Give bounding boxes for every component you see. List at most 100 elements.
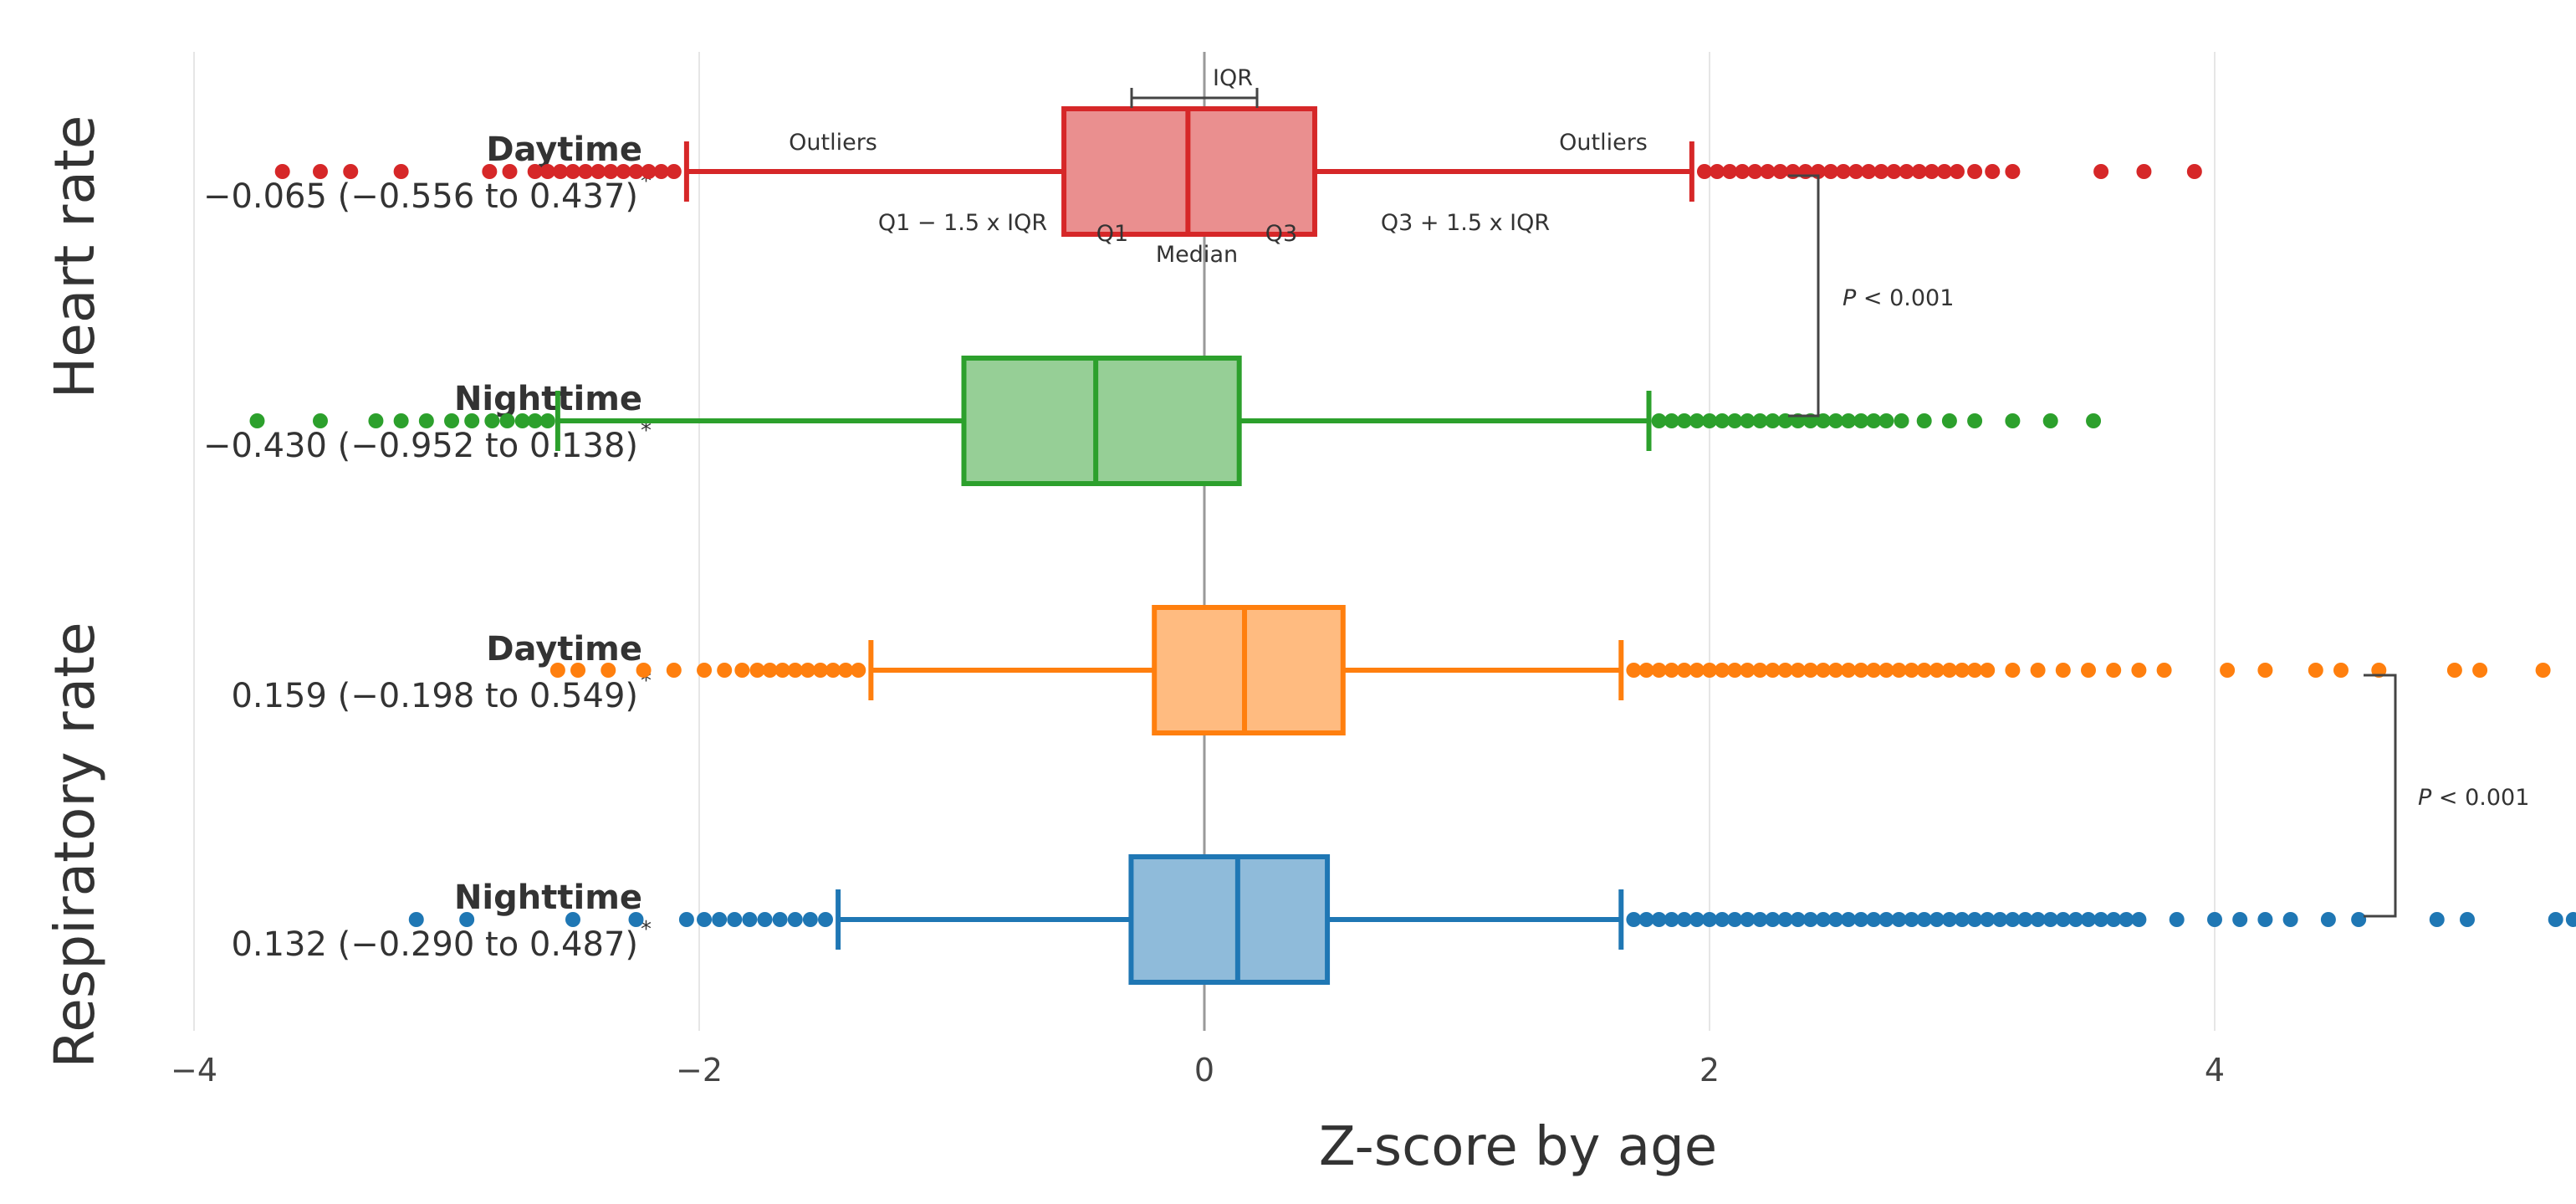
outlier-point bbox=[1752, 912, 1768, 927]
outlier-point bbox=[2030, 663, 2046, 678]
outlier-point bbox=[1777, 912, 1793, 927]
outlier-point bbox=[2472, 663, 2488, 678]
outlier-point bbox=[1740, 912, 1756, 927]
outlier-point bbox=[1740, 413, 1756, 428]
outlier-point bbox=[2186, 164, 2202, 179]
outlier-point bbox=[1955, 663, 1970, 678]
outlier-point bbox=[1891, 912, 1907, 927]
outlier-point bbox=[2093, 912, 2109, 927]
series-label-hr-daytime: Daytime −0.065 (−0.556 to 0.437) * bbox=[203, 131, 652, 216]
outlier-point bbox=[712, 912, 728, 927]
outlier-point bbox=[628, 164, 644, 179]
outlier-point bbox=[2320, 912, 2336, 927]
outlier-point bbox=[2005, 912, 2021, 927]
outlier-point bbox=[2207, 912, 2222, 927]
outlier-point bbox=[1715, 912, 1730, 927]
outlier-point bbox=[2446, 663, 2462, 678]
outlier-point bbox=[1878, 663, 1894, 678]
outlier-point bbox=[1878, 413, 1894, 428]
outlier-point bbox=[1949, 164, 1965, 179]
outlier-point bbox=[800, 663, 815, 678]
p-symbol: P bbox=[1843, 285, 1857, 311]
comparison-bracket-heart-rate: P < 0.001 bbox=[1788, 174, 1954, 418]
outlier-point bbox=[2429, 912, 2445, 927]
outlier-point bbox=[2220, 663, 2236, 678]
x-axis-ticks: −4−202468 bbox=[171, 1052, 2225, 1089]
outlier-point bbox=[601, 663, 616, 678]
outlier-point bbox=[393, 413, 409, 428]
series-label-rr-nighttime: Nighttime 0.132 (−0.290 to 0.487) * bbox=[231, 879, 652, 964]
outlier-point bbox=[2156, 663, 2172, 678]
lower-fence-label: Q1 − 1.5 x IQR bbox=[878, 210, 1047, 236]
outlier-point bbox=[570, 663, 586, 678]
p-relation: < 0.001 bbox=[1856, 285, 1954, 311]
p-relation: < 0.001 bbox=[2431, 785, 2529, 811]
outlier-point bbox=[1828, 912, 1843, 927]
series-layer bbox=[249, 106, 2576, 985]
outlier-point bbox=[1777, 663, 1793, 678]
iqr-box bbox=[961, 356, 1242, 486]
outlier-point bbox=[1790, 663, 1806, 678]
x-tick-label: −2 bbox=[676, 1052, 723, 1089]
outlier-point bbox=[2005, 413, 2021, 428]
outlier-point bbox=[2131, 912, 2147, 927]
q3-label: Q3 bbox=[1265, 221, 1297, 247]
outlier-point bbox=[1985, 164, 2001, 179]
outlier-point bbox=[1911, 164, 1927, 179]
outlier-point bbox=[1676, 663, 1692, 678]
outlier-point bbox=[1866, 413, 1882, 428]
outlier-point bbox=[1980, 663, 1996, 678]
outlier-point bbox=[2067, 912, 2083, 927]
outlier-point bbox=[565, 164, 580, 179]
outlier-point bbox=[2017, 912, 2033, 927]
outlier-point bbox=[1980, 912, 1996, 927]
outlier-point bbox=[727, 912, 743, 927]
outlier-point bbox=[1894, 413, 1909, 428]
outlier-point bbox=[1638, 663, 1654, 678]
outlier-point bbox=[1702, 663, 1717, 678]
box-series bbox=[249, 356, 2102, 486]
outlier-point bbox=[774, 663, 790, 678]
outlier-point bbox=[1790, 912, 1806, 927]
bracket-line bbox=[2364, 674, 2397, 918]
outlier-point bbox=[1747, 164, 1763, 179]
outlier-point bbox=[539, 413, 555, 428]
outlier-point bbox=[2106, 663, 2122, 678]
series-label-rr-daytime: Daytime 0.159 (−0.198 to 0.549) * bbox=[231, 630, 652, 715]
significance-star: * bbox=[641, 917, 652, 942]
outlier-point bbox=[1626, 663, 1642, 678]
outlier-point bbox=[1651, 413, 1667, 428]
series-stat: −0.065 (−0.556 to 0.437) bbox=[203, 177, 638, 216]
outlier-point bbox=[1967, 663, 1983, 678]
outlier-point bbox=[1715, 663, 1730, 678]
outlier-point bbox=[1664, 912, 1679, 927]
outlier-point bbox=[1815, 663, 1831, 678]
outlier-point bbox=[838, 663, 854, 678]
outlier-point bbox=[464, 413, 480, 428]
outlier-point bbox=[717, 663, 733, 678]
outlier-point bbox=[1904, 663, 1919, 678]
outlier-point bbox=[590, 164, 606, 179]
outlier-point bbox=[484, 413, 500, 428]
outlier-point bbox=[1866, 663, 1882, 678]
outlier-point bbox=[2351, 912, 2367, 927]
outlier-point bbox=[2055, 912, 2071, 927]
outlier-point bbox=[1886, 164, 1902, 179]
outlier-point bbox=[825, 663, 841, 678]
outlier-point bbox=[1760, 164, 1776, 179]
outlier-point bbox=[1941, 663, 1957, 678]
outlier-point bbox=[2131, 663, 2147, 678]
outlier-point bbox=[1689, 912, 1705, 927]
group-title-respiratory-rate: Respiratory rate bbox=[43, 622, 107, 1068]
outlier-point bbox=[1836, 164, 1852, 179]
series-name: Daytime bbox=[486, 630, 642, 669]
outlier-point bbox=[2081, 663, 2096, 678]
outlier-point bbox=[2086, 413, 2102, 428]
outlier-point bbox=[1955, 912, 1970, 927]
outlier-point bbox=[578, 164, 594, 179]
outlier-point bbox=[1765, 663, 1781, 678]
outlier-point bbox=[757, 912, 773, 927]
outlier-point bbox=[1765, 912, 1781, 927]
outlier-point bbox=[1866, 912, 1882, 927]
